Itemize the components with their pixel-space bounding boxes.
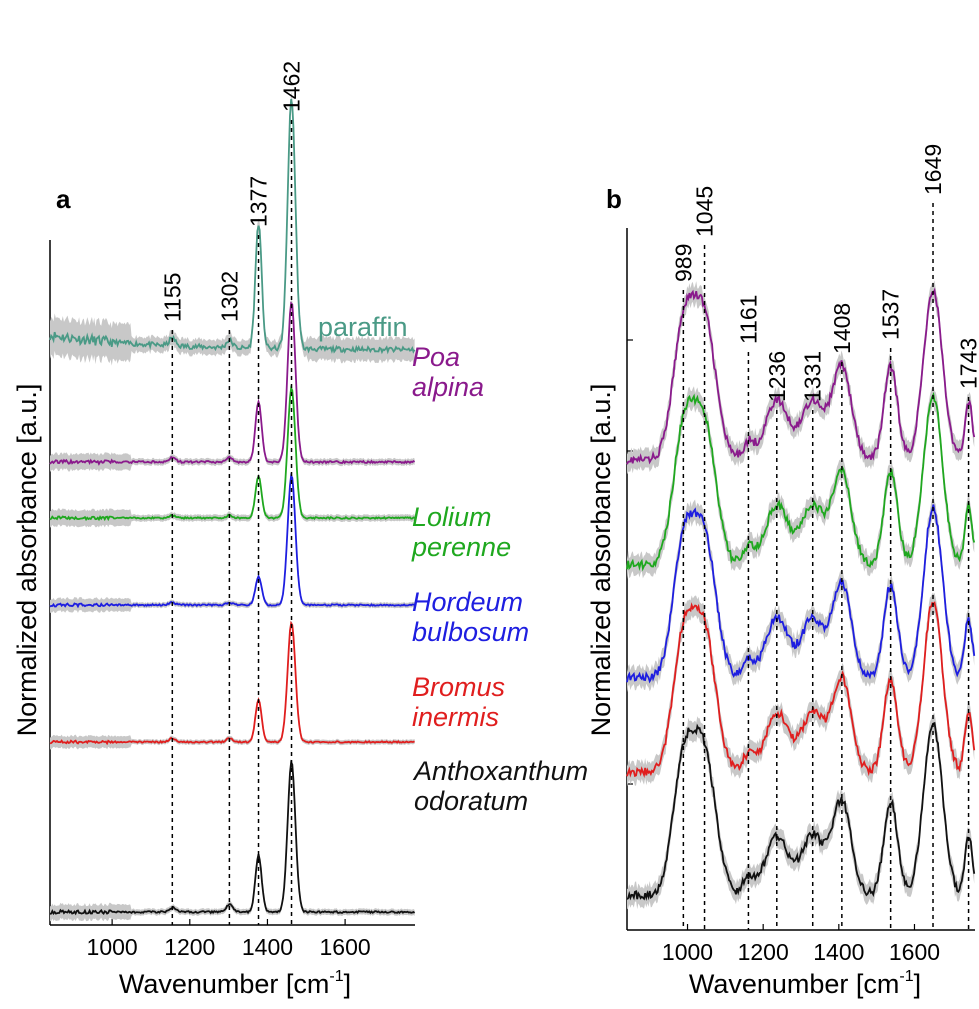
- panel-b-line-anthoxanthum: [626, 721, 976, 901]
- panel-a-peak-label: 1377: [246, 176, 272, 227]
- panel-b-peak-label: 1649: [920, 144, 946, 195]
- panel-a-xlabel: Wavenumber [cm-1]: [119, 968, 351, 999]
- panel-a-series-label-anthoxanthum: Anthoxanthum: [412, 756, 588, 786]
- panel-b-xlabel: Wavenumber [cm-1]: [689, 968, 921, 999]
- panel-a-line-bromus: [49, 620, 415, 746]
- panel-a-series-label-bromus: inermis: [412, 702, 499, 732]
- panel-a-band-anthoxanthum: [50, 759, 415, 922]
- panel-a-line-lolium: [49, 384, 415, 522]
- panel-b-line-poa: [626, 287, 976, 465]
- panel-a-label: a: [56, 184, 71, 214]
- panel-a-series-label-paraffin: paraffin: [318, 312, 408, 342]
- panel-a-peak-label: 1462: [279, 61, 305, 112]
- panel-b-line-bromus: [626, 601, 976, 779]
- panel-a-peak-label: 1155: [159, 273, 185, 322]
- panel-a-ylabel: Normalized absorbance [a.u.]: [12, 384, 42, 737]
- panel-a-line-anthoxanthum: [49, 759, 416, 916]
- panel-a-series-label-hordeum: Hordeum: [412, 587, 523, 617]
- panel-a-series-label-poa: Poa: [412, 342, 460, 372]
- panel-a-band-poa: [50, 300, 415, 472]
- panel-a-line-hordeum: [49, 472, 415, 609]
- panel-b-peak-label: 1161: [735, 295, 761, 344]
- panel-a-series-label-anthoxanthum: odoratum: [414, 786, 528, 816]
- panel-b-peak-label: 989: [670, 244, 696, 282]
- panel-a-band-hordeum: [50, 473, 415, 614]
- panel-a-series-label-lolium: Lolium: [412, 502, 492, 532]
- panel-a-line-poa: [49, 301, 416, 466]
- panel-a-xtick-label: 1200: [164, 934, 215, 960]
- panel-a-peak-label: 1302: [216, 271, 242, 322]
- panel-b-peak-label: 1408: [829, 303, 855, 354]
- panel-b-peak-label: 1236: [764, 351, 790, 402]
- panel-b-ylabel: Normalized absorbance [a.u.]: [586, 384, 616, 737]
- panel-b-line-hordeum: [626, 504, 976, 684]
- panel-a-line-paraffin: [49, 99, 416, 355]
- panel-a-series-label-poa: alpina: [412, 372, 484, 402]
- panel-a-band-lolium: [50, 384, 415, 528]
- panel-b-peak-label: 1045: [692, 186, 718, 237]
- panel-a-xtick-label: 1600: [320, 934, 371, 960]
- panel-b-line-lolium: [626, 391, 976, 572]
- panel-a-series-label-hordeum: bulbosum: [412, 617, 529, 647]
- panel-a-series-label-lolium: perenne: [411, 532, 511, 562]
- panel-b-xtick-label: 1600: [889, 939, 940, 965]
- panel-b-label: b: [606, 184, 622, 214]
- panel-a-xtick-label: 1400: [242, 934, 293, 960]
- panel-b-xtick-label: 1400: [813, 939, 864, 965]
- panel-b-xtick-label: 1200: [738, 939, 789, 965]
- panel-b-xtick-label: 1000: [662, 939, 713, 965]
- panel-b-peak-label: 1331: [800, 351, 826, 402]
- panel-a-xtick-label: 1000: [87, 934, 138, 960]
- panel-b-peak-label: 1743: [956, 338, 979, 389]
- panel-b-peak-label: 1537: [878, 289, 904, 340]
- panel-a-band-bromus: [50, 620, 415, 750]
- panel-a-series-label-bromus: Bromus: [412, 672, 505, 702]
